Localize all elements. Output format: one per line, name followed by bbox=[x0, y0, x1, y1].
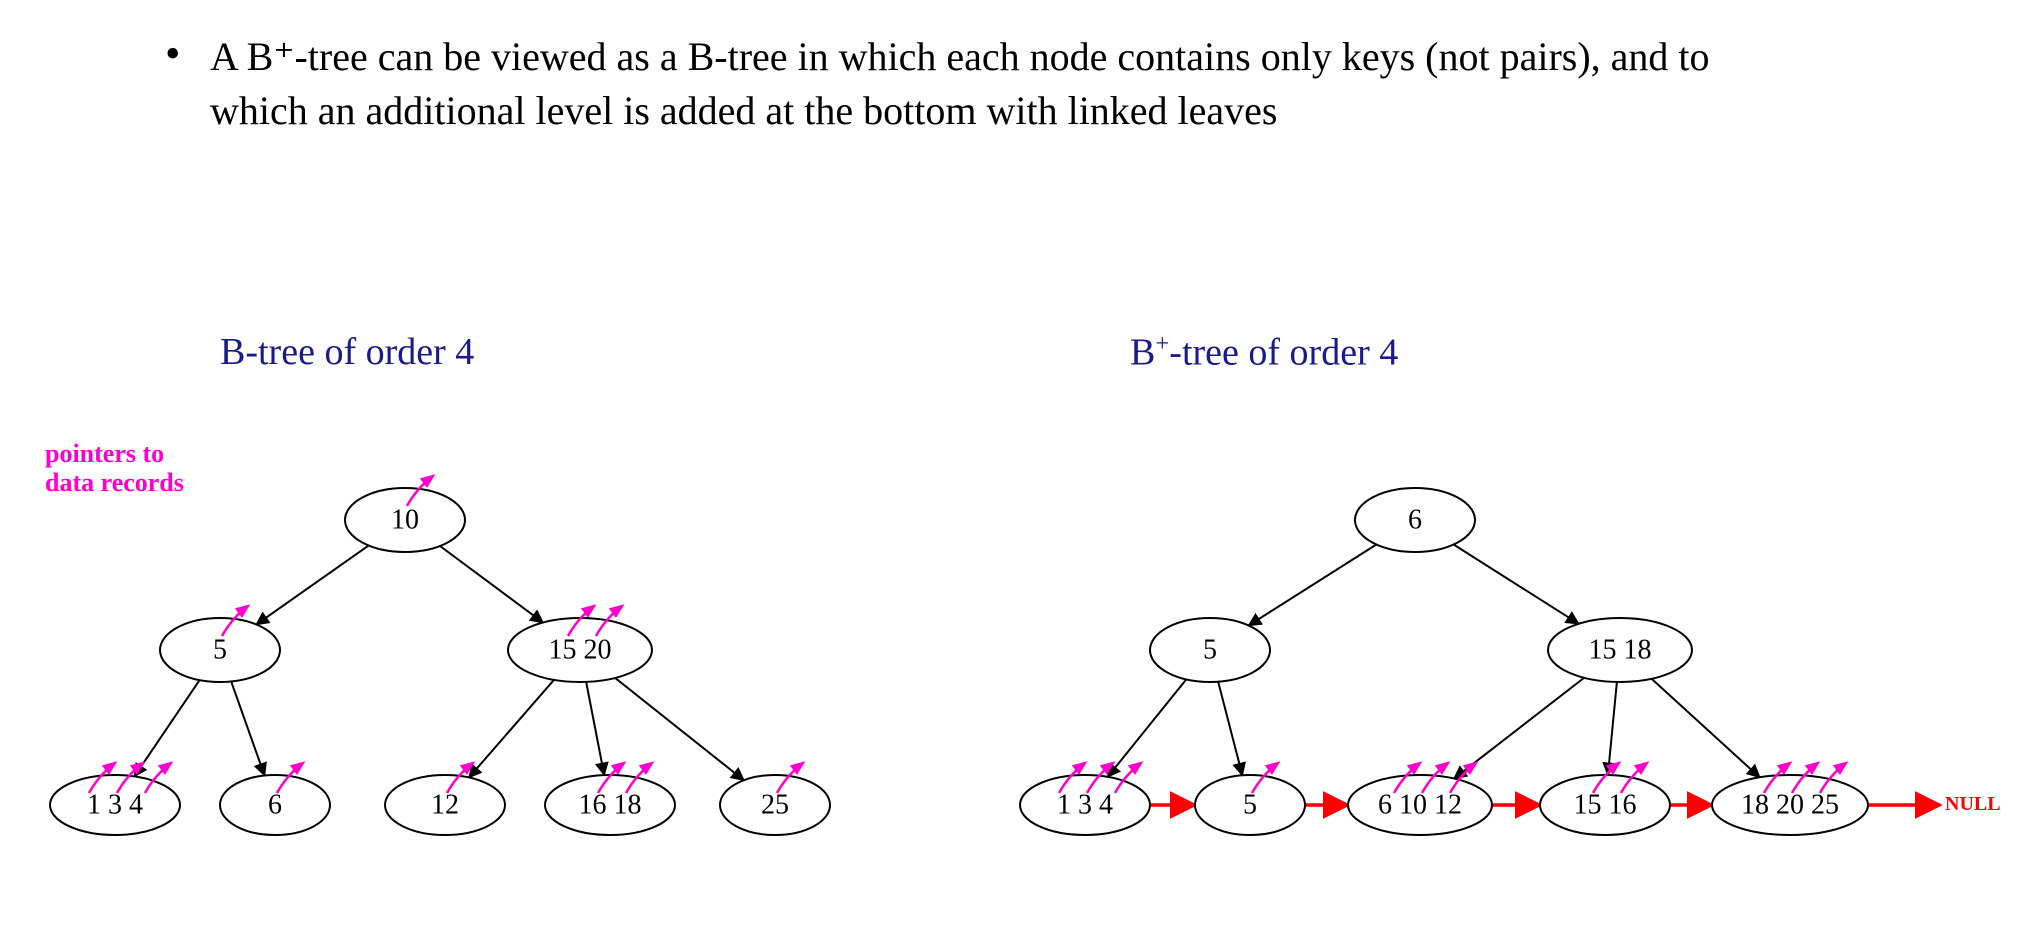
svg-text:16 18: 16 18 bbox=[579, 789, 642, 820]
svg-text:1 3 4: 1 3 4 bbox=[1057, 789, 1113, 820]
svg-text:6 10 12: 6 10 12 bbox=[1378, 789, 1462, 820]
svg-text:18 20 25: 18 20 25 bbox=[1741, 789, 1839, 820]
svg-text:15 18: 15 18 bbox=[1589, 634, 1652, 665]
svg-text:5: 5 bbox=[213, 634, 227, 665]
svg-text:25: 25 bbox=[761, 789, 789, 820]
svg-text:15 20: 15 20 bbox=[549, 634, 612, 665]
tree-diagram: 10 5 15 20 1 3 4 6 12 16 18 25 6 5 15 18 1 3 4 5 6 10… bbox=[0, 0, 2024, 936]
svg-text:6: 6 bbox=[268, 789, 282, 820]
svg-text:6: 6 bbox=[1408, 504, 1422, 535]
svg-text:10: 10 bbox=[391, 504, 419, 535]
svg-text:12: 12 bbox=[431, 789, 459, 820]
svg-text:1 3 4: 1 3 4 bbox=[87, 789, 143, 820]
svg-text:5: 5 bbox=[1203, 634, 1217, 665]
svg-text:15 16: 15 16 bbox=[1574, 789, 1637, 820]
null-label: NULL bbox=[1945, 793, 2001, 816]
svg-text:5: 5 bbox=[1243, 789, 1257, 820]
